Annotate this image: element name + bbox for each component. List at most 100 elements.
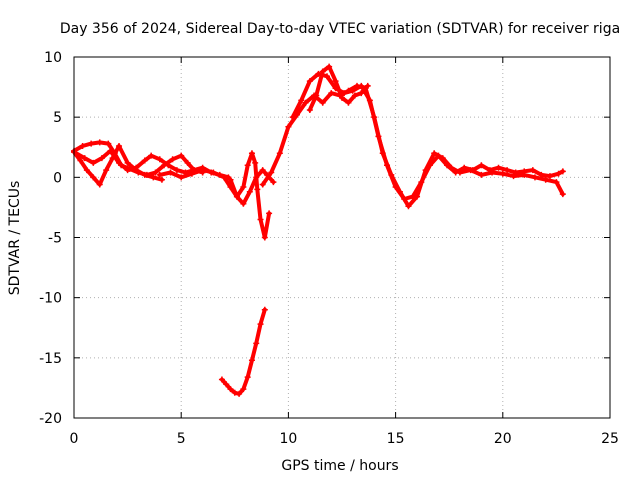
data-point (253, 340, 260, 347)
x-tick-label: 5 (177, 431, 186, 447)
data-point (107, 147, 114, 154)
data-point (218, 376, 225, 383)
data-point (240, 183, 247, 190)
data-point (257, 321, 264, 328)
data-point (233, 193, 240, 200)
grid-lines (74, 57, 610, 418)
y-axis-label: SDTVAR / TECUs (7, 181, 23, 296)
data-point (210, 169, 217, 176)
data-point (553, 179, 560, 186)
data-point (510, 173, 517, 180)
y-tick-label: -10 (39, 291, 62, 307)
data-point (405, 203, 412, 210)
data-point (461, 164, 468, 171)
axis-ticks (73, 56, 611, 419)
data-point (426, 162, 433, 169)
data-point (124, 167, 131, 174)
series-line-satellite-arc-6 (219, 307, 267, 396)
data-point (240, 386, 247, 393)
data-point (103, 167, 110, 174)
data-point (351, 92, 358, 99)
y-tick-label: -15 (39, 351, 62, 367)
data-point (156, 156, 163, 163)
data-point (384, 162, 391, 169)
data-point (289, 114, 296, 121)
y-tick-label: -5 (48, 231, 62, 247)
data-point (559, 168, 566, 175)
data-point (504, 167, 511, 174)
data-point (96, 139, 103, 146)
data-point (358, 82, 365, 89)
data-point (555, 170, 562, 177)
data-point (261, 234, 268, 241)
x-tick-label: 10 (279, 431, 297, 447)
x-tick-label: 20 (494, 431, 512, 447)
x-tick-label: 0 (70, 431, 79, 447)
data-point (495, 164, 502, 171)
data-point (345, 99, 352, 106)
data-point (478, 171, 485, 178)
data-point (156, 171, 163, 178)
data-point (306, 106, 313, 113)
series-line-satellite-arc-3 (72, 144, 164, 187)
data-point (236, 390, 243, 397)
data-point (152, 169, 159, 176)
data-point (90, 159, 97, 166)
data-point (452, 169, 459, 176)
data-point (542, 176, 549, 183)
data-point (77, 157, 84, 164)
data-point (148, 152, 155, 159)
data-point (223, 381, 230, 388)
data-point (188, 170, 195, 177)
series-traces (71, 63, 566, 397)
data-point (169, 156, 176, 163)
series-line-satellite-arc-5 (228, 151, 272, 240)
y-tick-label: 0 (53, 170, 62, 186)
data-point (246, 188, 253, 195)
data-point (257, 216, 264, 223)
data-point (375, 133, 382, 140)
data-point (323, 73, 330, 80)
data-point (178, 152, 185, 159)
data-point (409, 193, 416, 200)
y-axis-tick-labels: 10 5 0 -5 -10 -15 -20 (39, 50, 62, 427)
data-point (105, 140, 112, 147)
data-point (221, 174, 228, 181)
data-point (259, 181, 266, 188)
data-point (116, 143, 123, 150)
data-point (83, 167, 90, 174)
y-tick-label: -20 (39, 411, 62, 427)
data-point (521, 168, 528, 175)
data-point (268, 169, 275, 176)
x-axis-tick-labels: 0 5 10 15 20 25 (70, 431, 619, 447)
data-point (178, 174, 185, 181)
data-point (254, 186, 261, 193)
data-point (313, 92, 320, 99)
data-point (227, 176, 234, 183)
x-tick-label: 25 (601, 431, 619, 447)
data-point (418, 179, 425, 186)
data-point (444, 162, 451, 169)
y-tick-label: 10 (44, 50, 62, 66)
data-point (244, 162, 251, 169)
data-point (270, 179, 277, 186)
data-point (79, 143, 86, 150)
data-point (248, 150, 255, 157)
data-point (298, 97, 305, 104)
data-point (478, 162, 485, 169)
data-point (248, 357, 255, 364)
data-point (559, 191, 566, 198)
series-line-satellite-arc-9 (307, 64, 370, 112)
data-point (158, 176, 165, 183)
data-point (512, 169, 519, 176)
data-point (266, 210, 273, 217)
data-point (319, 99, 326, 106)
chart-title: Day 356 of 2024, Sidereal Day-to-day VTE… (60, 21, 620, 37)
data-point (167, 169, 174, 176)
y-tick-label: 5 (53, 110, 62, 126)
data-point (199, 167, 206, 174)
data-point (141, 171, 148, 178)
data-point (358, 90, 365, 97)
data-point (366, 97, 373, 104)
